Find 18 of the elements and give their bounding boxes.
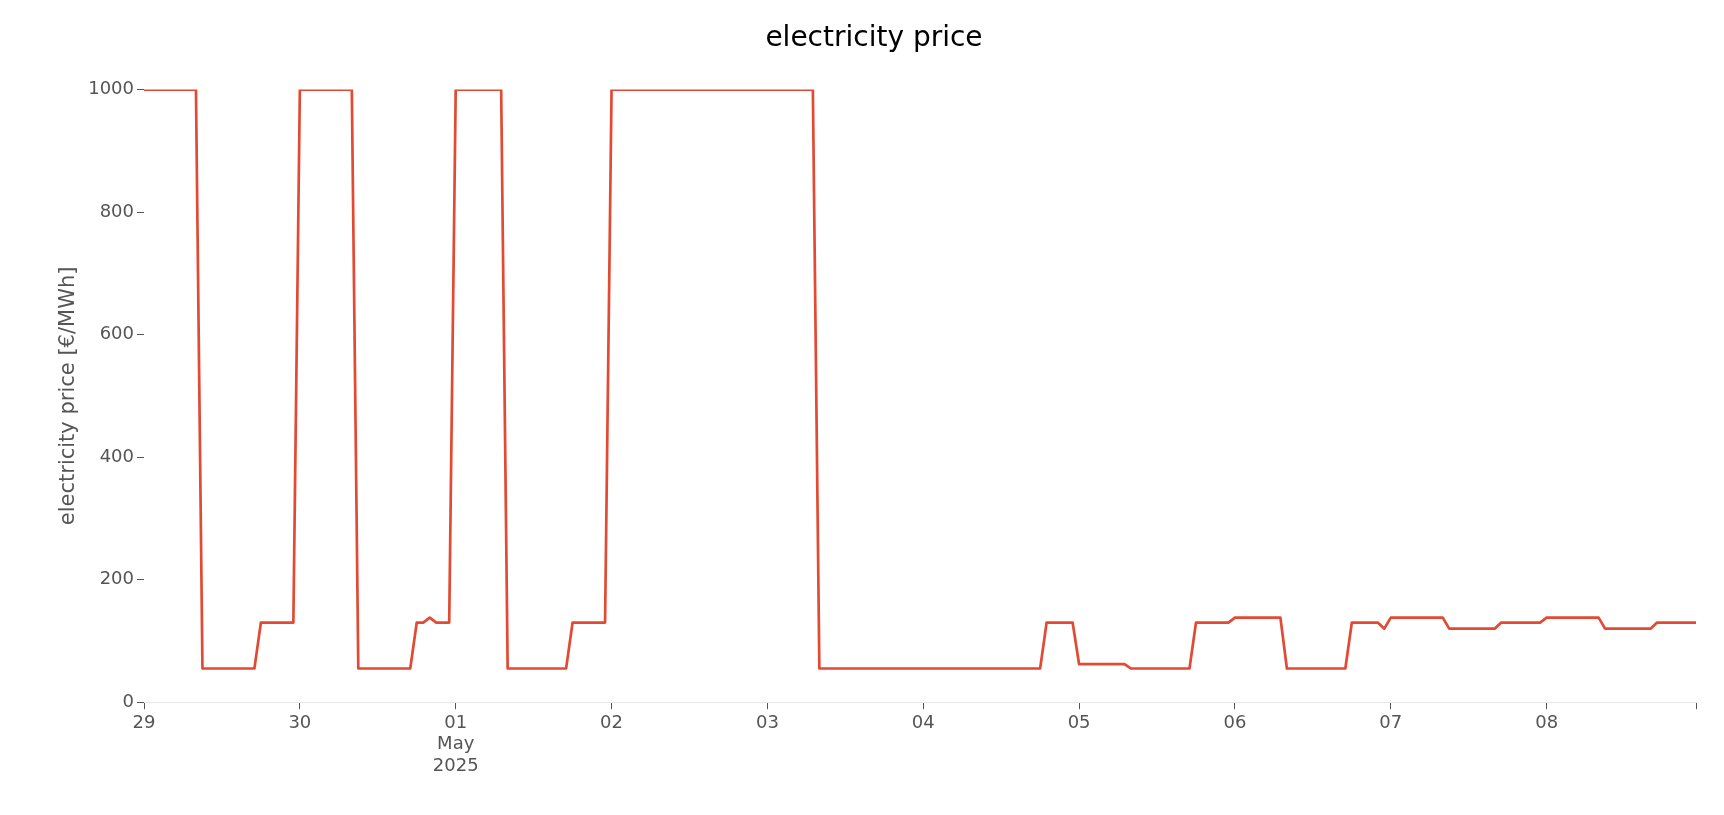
y-tick-label: 1000: [88, 77, 135, 99]
y-axis-title: electricity price [€/MWh]: [55, 266, 80, 526]
y-tick-label: 800: [99, 199, 135, 221]
x-tick-label: 03: [755, 710, 779, 732]
x-tick-label: 07: [1379, 710, 1403, 732]
x-tick-label: 05: [1067, 710, 1091, 732]
y-tick-label: 200: [99, 567, 135, 589]
x-tick-label: 29: [132, 710, 156, 732]
x-tick-label: 30: [288, 710, 312, 732]
x-tick-label: 08: [1535, 710, 1559, 732]
y-tick-label: 400: [99, 444, 135, 466]
chart-title: electricity price: [765, 20, 983, 54]
x-tick-label: 02: [600, 710, 624, 732]
x-tick-label: 06: [1223, 710, 1247, 732]
y-tick-label: 600: [99, 322, 135, 344]
x-tick-label: 04: [911, 710, 935, 732]
y-tick-label: 0: [122, 689, 135, 711]
x-tick-label: 01 May 2025: [432, 710, 479, 775]
